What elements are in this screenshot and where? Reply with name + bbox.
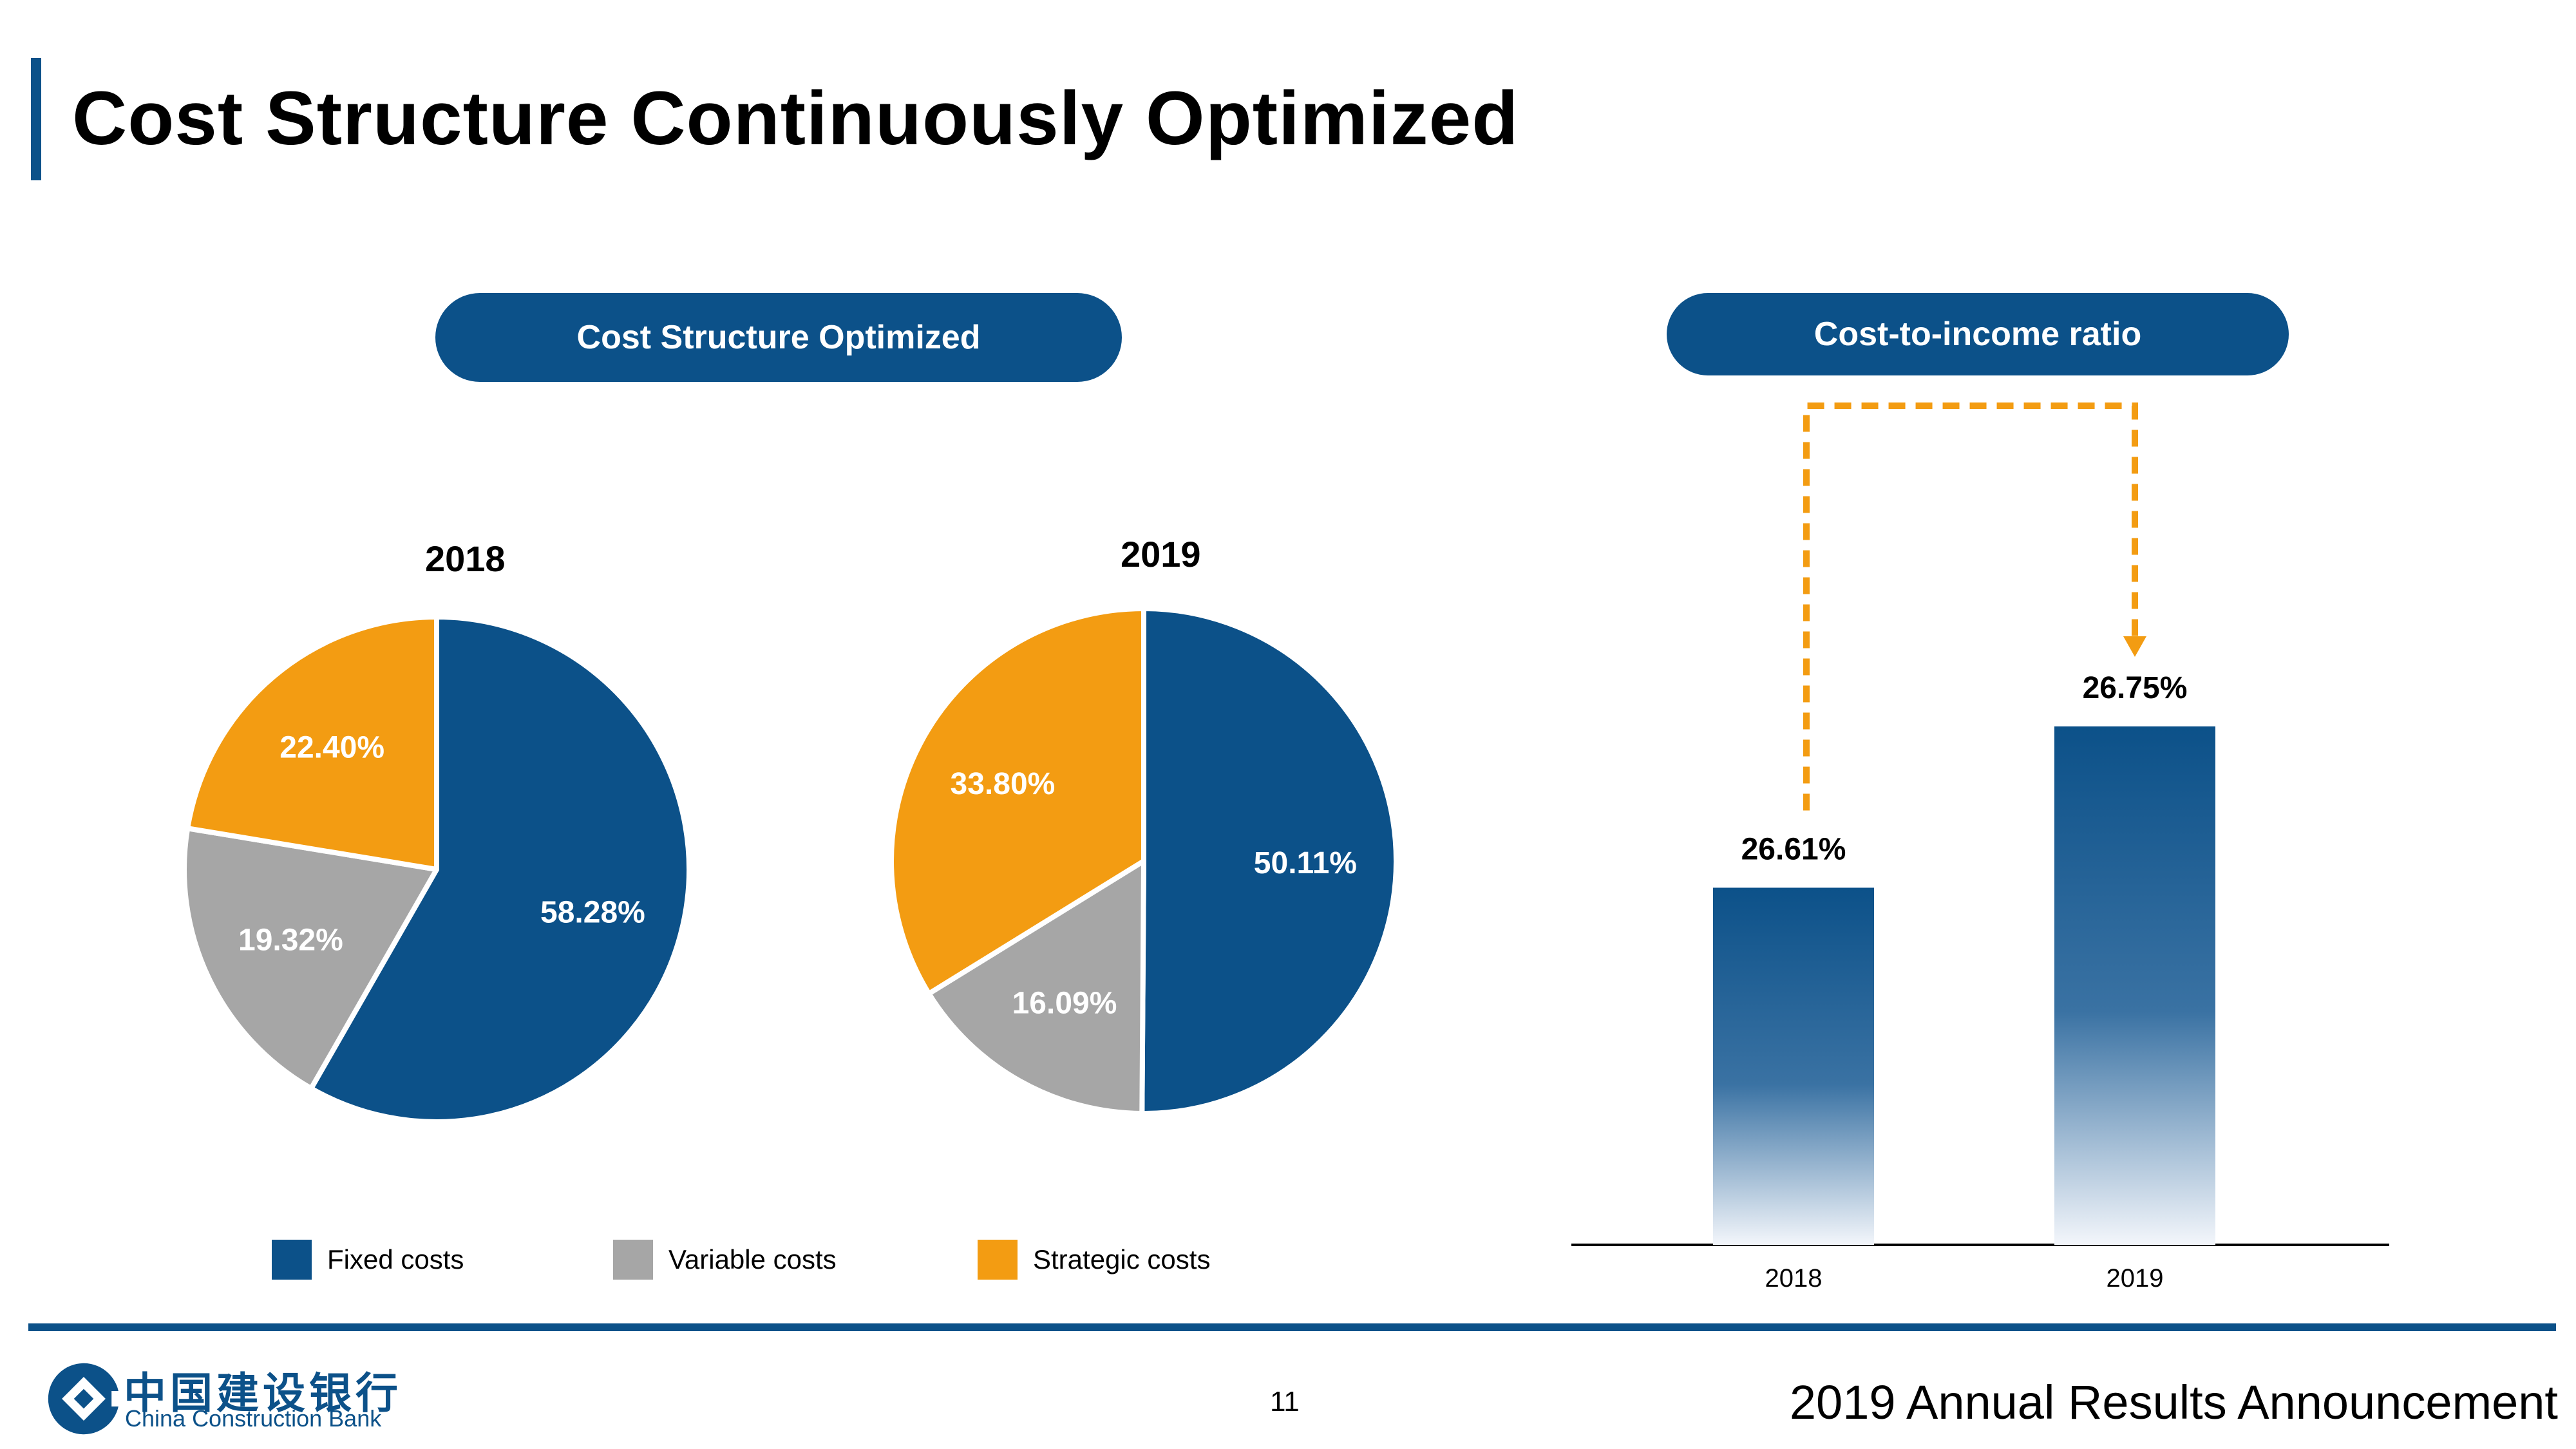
- pie-label-2019-variable-costs: 16.09%: [1012, 987, 1117, 1021]
- pie-label-2019-strategic-costs: 33.80%: [951, 767, 1056, 801]
- pie-slice-2019-fixed-costs: [1139, 606, 1399, 1116]
- pie-2019-title: 2019: [1121, 534, 1201, 574]
- pie-slice-2018-fixed-costs: [308, 614, 692, 1124]
- pie-label-2019-fixed-costs: 50.11%: [1254, 846, 1357, 880]
- legend-label-variable: Variable costs: [668, 1244, 837, 1274]
- page-number: 11: [1270, 1386, 1300, 1417]
- legend-label-fixed: Fixed costs: [327, 1244, 464, 1274]
- title-accent-bar: [31, 58, 41, 180]
- bank-name-english: China Construction Bank: [125, 1405, 382, 1432]
- pie-chart-2019: 50.11% 16.09% 33.80%: [889, 606, 1399, 1116]
- pie-chart-2018: 58.28% 19.32% 22.40%: [182, 614, 692, 1124]
- bar-2019: [2054, 726, 2215, 1245]
- bar-2018: [1713, 887, 1874, 1245]
- ccb-logo-icon: [48, 1363, 124, 1435]
- legend-swatch-strategic: [978, 1240, 1018, 1280]
- pie-slice-2019-strategic-costs: [889, 606, 1146, 996]
- pie-slice-2018-strategic-costs: [185, 614, 439, 872]
- comparison-arrow-line: [1803, 402, 2138, 811]
- bar-category-label-2018: 2018: [1765, 1264, 1823, 1293]
- bar-value-label-2018: 26.61%: [1741, 832, 1846, 866]
- cost-to-income-pill-label: Cost-to-income ratio: [1814, 316, 2142, 353]
- cost-structure-pill: Cost Structure Optimized: [435, 293, 1122, 382]
- bar-chart-cost-to-income: 26.61% 2018 26.75% 2019: [1571, 402, 2389, 1293]
- bank-name-chinese: 中国建设银行: [124, 1368, 402, 1418]
- comparison-arrow-head-icon: [2123, 636, 2146, 657]
- pie-label-2018-fixed-costs: 58.28%: [540, 896, 645, 930]
- pie-label-2018-variable-costs: 19.32%: [238, 923, 343, 958]
- legend-label-strategic: Strategic costs: [1033, 1244, 1211, 1274]
- cost-structure-pill-label: Cost Structure Optimized: [576, 319, 981, 356]
- report-title: 2019 Annual Results Announcement: [1789, 1376, 2558, 1429]
- legend-item-strategic: Strategic costs: [978, 1240, 1210, 1280]
- footer-divider: [28, 1323, 2556, 1331]
- pie-slice-2018-variable-costs: [182, 826, 439, 1092]
- bar-category-label-2019: 2019: [2107, 1264, 2164, 1293]
- page-title: Cost Structure Continuously Optimized: [72, 76, 1519, 161]
- legend-item-variable: Variable costs: [613, 1240, 837, 1280]
- pie-slice-2019-variable-costs: [926, 858, 1146, 1116]
- legend-swatch-fixed: [272, 1240, 312, 1280]
- pie-label-2018-strategic-costs: 22.40%: [279, 731, 384, 765]
- pie-2018-title: 2018: [425, 538, 506, 579]
- bar-value-label-2019: 26.75%: [2083, 671, 2188, 705]
- cost-to-income-pill: Cost-to-income ratio: [1667, 293, 2289, 375]
- legend-swatch-variable: [613, 1240, 653, 1280]
- legend-item-fixed: Fixed costs: [272, 1240, 464, 1280]
